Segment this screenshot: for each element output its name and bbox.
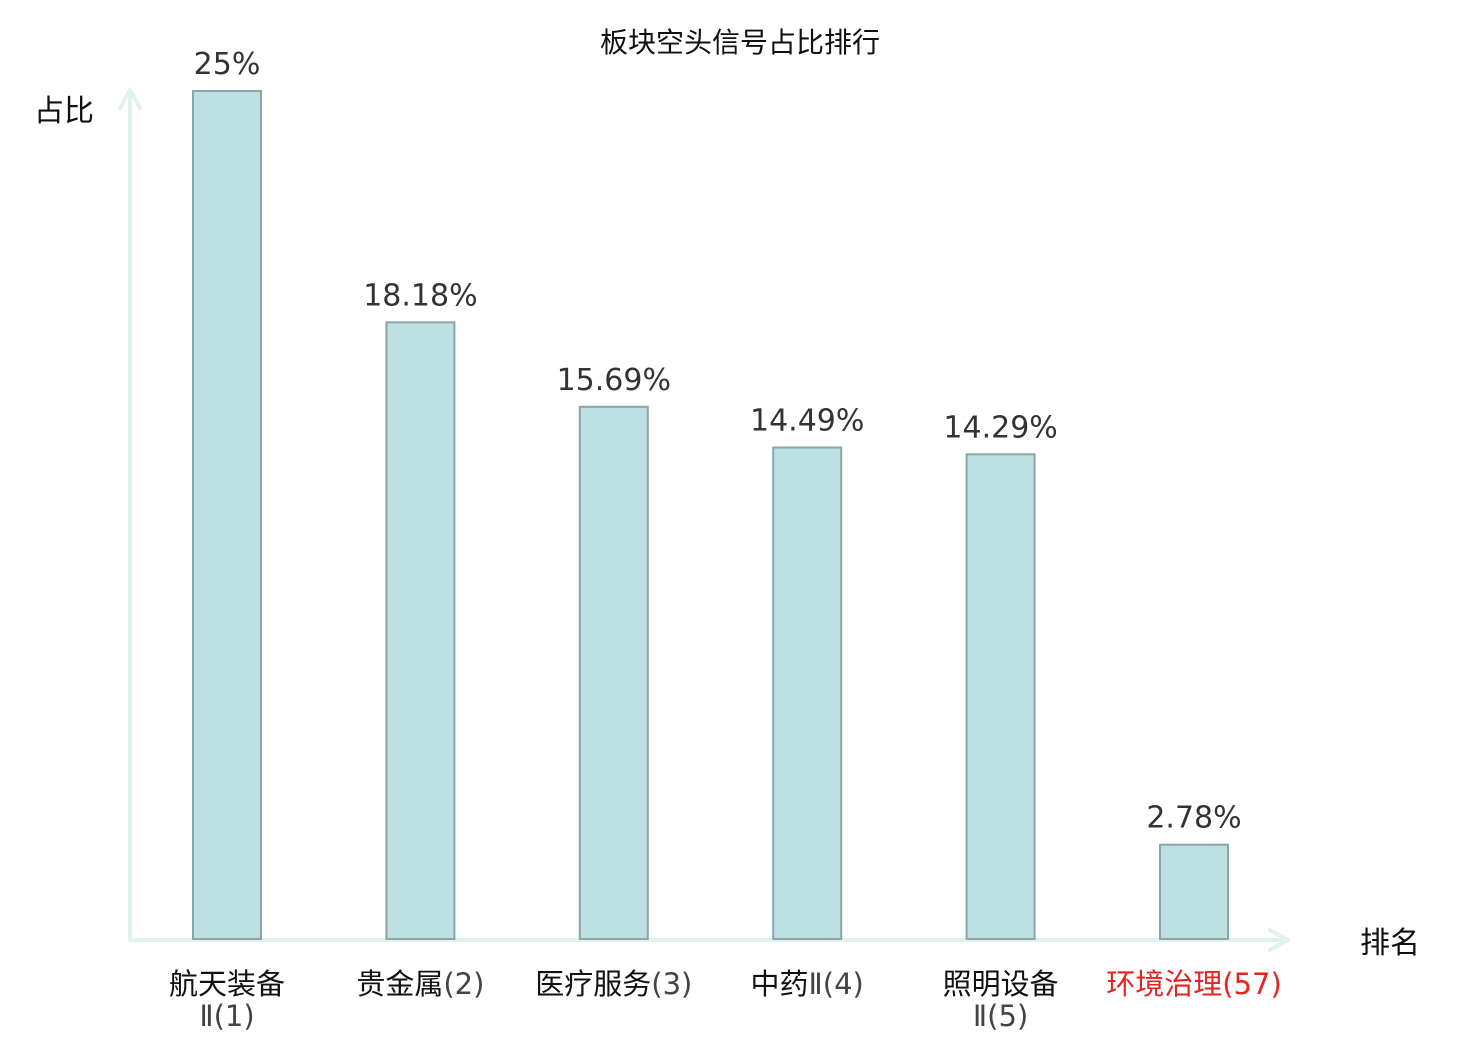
bars-group [192,90,1229,940]
bar [578,405,649,940]
category-name: 航天装备 [169,967,285,1001]
bar-value-label: 14.29% [943,410,1057,445]
x-axis-label: 排名 [1360,926,1420,961]
category-rank: Ⅱ(5) [973,999,1028,1033]
value-labels-group: 25% 18.18% 15.69% 14.49% 14.29% 2.78% [194,47,1242,836]
bar [965,453,1036,940]
category-rank: (57) [1222,967,1282,1001]
category-label: 航天装备 Ⅱ(1) [169,967,285,1033]
category-name: 环境治理 [1106,967,1222,1001]
bar-value-label: 25% [194,47,261,82]
bar-value-label: 2.78% [1146,801,1241,836]
category-rank: (2) [443,967,484,1001]
category-rank: (3) [651,967,692,1001]
category-labels-group: 航天装备 Ⅱ(1)贵金属(2) 医疗服务(3) 中药Ⅱ(4) 照明设备 Ⅱ(5)环境治理(… [169,967,1282,1033]
bar [1159,843,1229,940]
category-rank: Ⅱ(1) [199,999,254,1033]
x-axis-arrow [1268,928,1290,952]
category-name: 中药 [751,967,809,1001]
category-name: 医疗服务 [535,967,651,1001]
bar-value-label: 18.18% [363,278,477,313]
y-axis-label: 占比 [34,94,94,129]
bar [385,321,456,940]
category-label: 贵金属(2) [356,967,484,1001]
category-label: 环境治理(57) [1106,967,1282,1001]
category-label: 医疗服务(3) [535,967,692,1001]
category-label: 中药Ⅱ(4) [751,967,864,1001]
bar [192,90,262,940]
chart-title: 板块空头信号占比排行 [600,26,880,59]
category-rank: Ⅱ(4) [809,967,864,1001]
bar [772,446,843,940]
y-axis-arrow [118,88,142,110]
bar-value-label: 14.49% [750,403,864,438]
category-name: 照明设备 [943,967,1059,1001]
category-label: 照明设备 Ⅱ(5) [943,967,1059,1033]
category-name: 贵金属 [356,967,443,1001]
bar-value-label: 15.69% [557,363,671,398]
